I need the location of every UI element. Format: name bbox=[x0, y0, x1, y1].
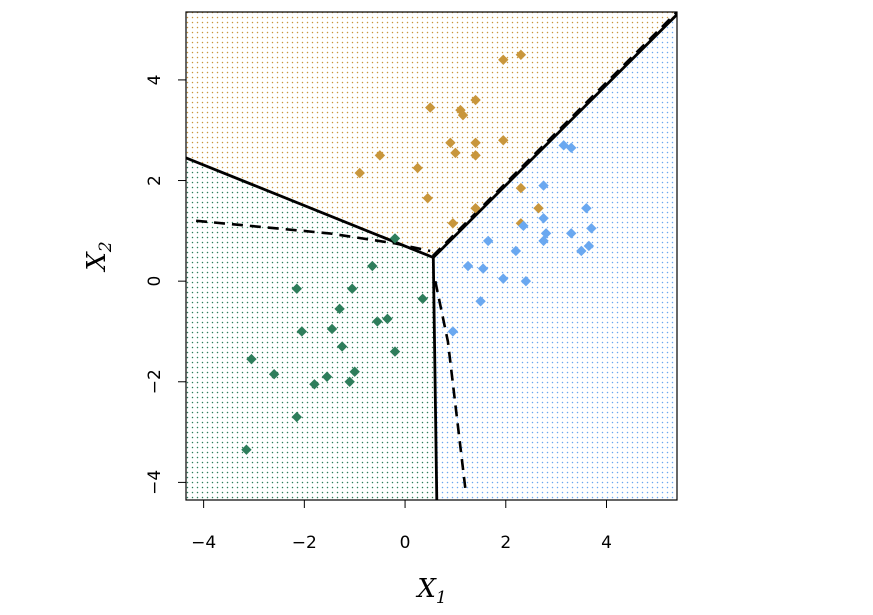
orange-point-5 bbox=[470, 94, 481, 106]
blue-point-18 bbox=[520, 275, 532, 287]
blue-point-7 bbox=[586, 223, 597, 234]
data-points bbox=[241, 49, 597, 455]
orange-point-10 bbox=[374, 150, 386, 161]
orange-point-2 bbox=[498, 54, 509, 65]
green-point-3 bbox=[291, 283, 302, 294]
green-point-17 bbox=[309, 379, 320, 390]
y-tick-label-1: −4 bbox=[145, 470, 165, 495]
blue-point-12 bbox=[583, 240, 595, 252]
y-tick-label-4: 2 bbox=[145, 175, 165, 186]
blue-point-3 bbox=[538, 180, 549, 191]
green-point-2 bbox=[367, 260, 378, 272]
blue-point-11 bbox=[538, 235, 549, 247]
y-axis-title: X2 bbox=[82, 241, 116, 272]
x-tick-label-1: −4 bbox=[191, 533, 216, 553]
blue-point-4 bbox=[581, 203, 592, 214]
blue-point-9 bbox=[566, 228, 577, 239]
green-point-13 bbox=[246, 353, 257, 365]
region-orange bbox=[186, 12, 677, 258]
x-axis: −4 −2 0 2 4 bbox=[191, 499, 612, 553]
orange-point-18 bbox=[470, 203, 481, 214]
green-point-18 bbox=[344, 376, 355, 387]
orange-point-3 bbox=[425, 102, 436, 113]
solid-boundary-2 bbox=[432, 13, 677, 259]
orange-point-17 bbox=[533, 203, 544, 214]
green-point-5 bbox=[417, 293, 428, 304]
green-point-16 bbox=[321, 371, 333, 382]
dashed-boundary-3 bbox=[434, 280, 467, 491]
blue-point-14 bbox=[576, 245, 587, 257]
orange-point-8 bbox=[470, 137, 481, 149]
y-axis-title-main: X bbox=[82, 251, 112, 273]
green-point-15 bbox=[349, 366, 360, 377]
green-point-6 bbox=[334, 303, 345, 315]
decision-regions bbox=[186, 12, 677, 500]
orange-point-1 bbox=[515, 49, 527, 60]
orange-point-6 bbox=[457, 109, 469, 121]
dashed-boundary-2 bbox=[431, 12, 677, 257]
orange-point-16 bbox=[422, 192, 433, 204]
orange-point-7 bbox=[445, 137, 456, 149]
x-axis-title-sub: 1 bbox=[436, 588, 447, 608]
blue-point-13 bbox=[510, 245, 522, 257]
dashed-boundary-1 bbox=[195, 219, 431, 253]
green-point-12 bbox=[389, 346, 401, 357]
blue-point-2 bbox=[566, 142, 577, 154]
region-green bbox=[186, 157, 437, 500]
y-axis: −4 −2 0 2 4 bbox=[145, 75, 187, 495]
orange-point-11 bbox=[450, 147, 461, 159]
orange-point-19 bbox=[447, 218, 459, 229]
x-tick-label-2: −2 bbox=[292, 533, 317, 553]
solid-boundary-1 bbox=[186, 156, 434, 259]
blue-point-10 bbox=[482, 235, 494, 247]
blue-point-19 bbox=[475, 296, 486, 307]
green-point-19 bbox=[291, 411, 302, 423]
green-point-20 bbox=[241, 444, 252, 455]
green-point-11 bbox=[336, 341, 348, 352]
green-point-4 bbox=[346, 283, 358, 294]
green-point-9 bbox=[296, 326, 308, 337]
green-point-10 bbox=[326, 323, 338, 335]
solid-boundary-3 bbox=[431, 257, 439, 500]
blue-point-16 bbox=[477, 263, 489, 274]
green-point-1 bbox=[389, 233, 401, 244]
green-point-14 bbox=[268, 369, 280, 380]
blue-point-1 bbox=[558, 140, 569, 151]
green-point-7 bbox=[372, 316, 383, 327]
orange-point-9 bbox=[498, 135, 509, 146]
green-point-8 bbox=[382, 313, 393, 325]
y-tick-label-5: 4 bbox=[145, 75, 165, 86]
blue-point-17 bbox=[498, 273, 509, 284]
orange-point-15 bbox=[515, 182, 527, 194]
x-tick-label-5: 4 bbox=[601, 533, 612, 553]
blue-point-6 bbox=[518, 220, 529, 232]
blue-point-5 bbox=[538, 213, 549, 224]
y-axis-title-sub: 2 bbox=[96, 241, 116, 253]
blue-point-20 bbox=[447, 326, 459, 337]
region-blue bbox=[433, 14, 677, 500]
x-axis-title-main: X bbox=[415, 574, 437, 604]
blue-point-15 bbox=[462, 260, 474, 272]
orange-point-13 bbox=[412, 162, 423, 174]
y-tick-label-3: 0 bbox=[145, 276, 165, 287]
orange-point-14 bbox=[354, 167, 365, 179]
x-tick-label-3: 0 bbox=[400, 533, 411, 553]
decision-boundaries bbox=[186, 12, 677, 500]
orange-point-12 bbox=[470, 150, 481, 161]
x-tick-label-4: 2 bbox=[500, 533, 511, 553]
x-axis-title: X1 bbox=[415, 574, 446, 608]
y-tick-label-2: −2 bbox=[145, 369, 165, 394]
